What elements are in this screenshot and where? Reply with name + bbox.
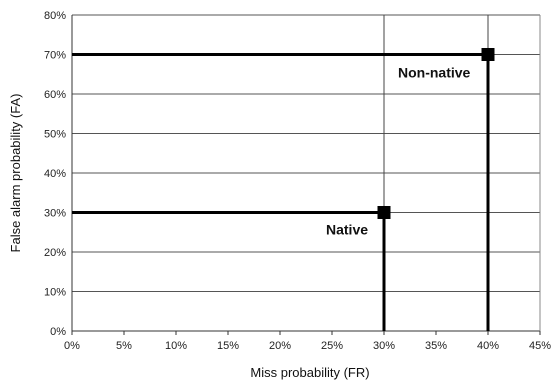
y-axis-title: False alarm probability (FA) bbox=[8, 94, 23, 253]
x-tick-label: 45% bbox=[529, 340, 551, 352]
grid bbox=[72, 14, 540, 292]
axes bbox=[71, 15, 541, 335]
x-tick-label: 5% bbox=[116, 340, 132, 352]
y-tick-label: 70% bbox=[44, 50, 66, 62]
y-tick-label: 40% bbox=[44, 168, 66, 180]
y-tick-label: 0% bbox=[50, 326, 66, 338]
x-tick-label: 30% bbox=[373, 340, 395, 352]
y-tick-label: 30% bbox=[44, 208, 66, 220]
y-tick-label: 50% bbox=[44, 129, 66, 141]
data-point-native bbox=[377, 206, 391, 219]
data-marks bbox=[72, 48, 495, 331]
x-tick-label: 10% bbox=[165, 340, 187, 352]
y-tick-label: 10% bbox=[44, 287, 66, 299]
x-tick-label: 15% bbox=[217, 340, 239, 352]
x-tick-label: 20% bbox=[269, 340, 291, 352]
x-tick-label: 0% bbox=[64, 340, 80, 352]
annotation-label: Native bbox=[326, 222, 368, 238]
x-tick-label: 40% bbox=[477, 340, 499, 352]
x-tick-labels: 0% 5% 10% 15% 20% 25% 30% 35% 40% 45% bbox=[64, 340, 551, 352]
y-tick-label: 60% bbox=[44, 89, 66, 101]
x-tick-label: 25% bbox=[321, 340, 343, 352]
data-point-non-native bbox=[481, 48, 495, 61]
annotation-label: Non-native bbox=[398, 65, 471, 81]
annotations: Native Non-native bbox=[326, 65, 471, 238]
y-tick-label: 80% bbox=[44, 10, 66, 22]
y-tick-label: 20% bbox=[44, 247, 66, 259]
y-tick-labels: 0% 10% 20% 30% 40% 50% 60% 70% 80% bbox=[44, 10, 66, 338]
x-axis-title: Miss probability (FR) bbox=[250, 365, 369, 380]
x-tick-label: 35% bbox=[425, 340, 447, 352]
